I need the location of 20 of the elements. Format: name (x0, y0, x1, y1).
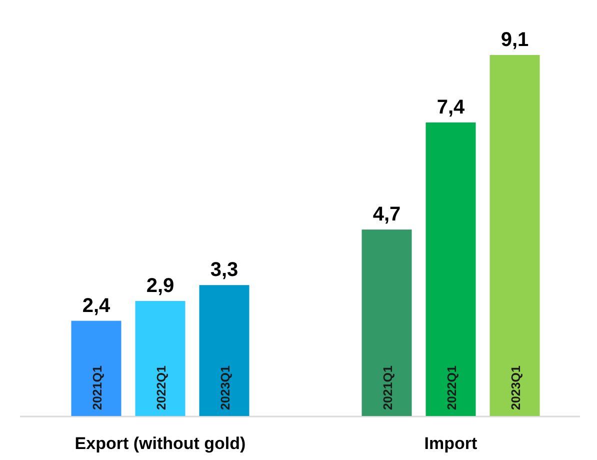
data-label: 3,3 (210, 259, 238, 282)
bar (135, 300, 186, 416)
data-label: 9,1 (500, 29, 529, 51)
x-tick-label: Import (424, 434, 478, 453)
series-label: 2023Q1 (218, 365, 232, 410)
series-label: 2021Q1 (90, 365, 104, 410)
text: 2021Q1 (380, 366, 395, 410)
bar (362, 230, 412, 416)
bar (490, 55, 540, 416)
text: 2022Q1 (444, 366, 459, 410)
bar (71, 320, 122, 416)
data-label: 7,4 (436, 96, 466, 118)
text: 2023Q1 (508, 366, 523, 410)
data-label: 2,4 (82, 294, 112, 317)
bar (426, 122, 476, 416)
x-tick-label: Export (without gold) (74, 434, 246, 453)
bar (199, 285, 250, 416)
series-label: 2022Q1 (154, 365, 168, 410)
data-label: 2,9 (146, 274, 174, 297)
data-label: 4,7 (372, 204, 401, 226)
